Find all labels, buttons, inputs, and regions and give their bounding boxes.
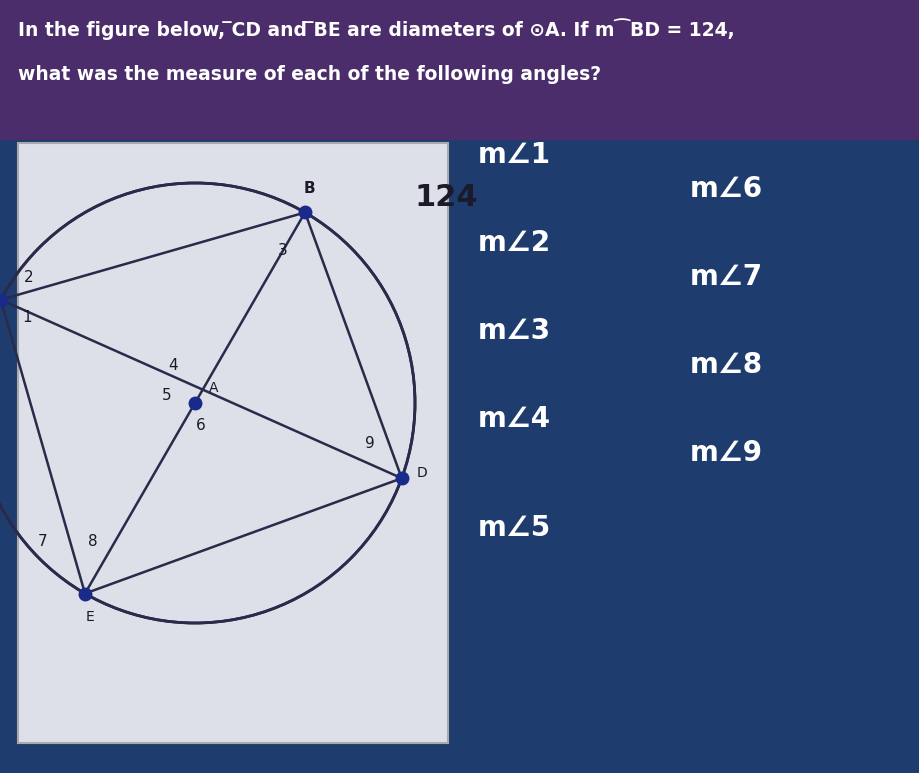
FancyBboxPatch shape	[18, 143, 448, 743]
Text: m∠9: m∠9	[689, 439, 762, 467]
Text: 124: 124	[414, 183, 478, 213]
Text: m∠8: m∠8	[689, 351, 762, 379]
Text: In the figure below, ̅CD and ̅BE are diameters of ⊙A. If m⁀BD = 124,: In the figure below, ̅CD and ̅BE are dia…	[18, 18, 734, 40]
Text: 3: 3	[278, 243, 288, 258]
Text: m∠2: m∠2	[478, 229, 550, 257]
Text: 4: 4	[168, 357, 177, 373]
Text: what was the measure of each of the following angles?: what was the measure of each of the foll…	[18, 65, 600, 84]
Text: E: E	[85, 610, 95, 624]
Text: 8: 8	[88, 534, 97, 549]
Text: m∠7: m∠7	[689, 263, 762, 291]
Text: m∠3: m∠3	[478, 317, 550, 345]
Text: 9: 9	[365, 436, 374, 451]
Text: 5: 5	[162, 387, 172, 403]
Text: 2: 2	[24, 271, 33, 285]
Text: m∠6: m∠6	[689, 175, 762, 203]
Text: m∠5: m∠5	[478, 514, 550, 542]
Text: m∠1: m∠1	[478, 141, 550, 169]
Text: 7: 7	[39, 534, 48, 549]
Text: A: A	[209, 381, 219, 395]
Text: m∠4: m∠4	[478, 405, 550, 433]
Text: D: D	[416, 466, 427, 480]
FancyBboxPatch shape	[0, 0, 919, 140]
Text: 6: 6	[196, 417, 206, 433]
Text: 1: 1	[22, 310, 31, 325]
Text: B: B	[303, 182, 314, 196]
